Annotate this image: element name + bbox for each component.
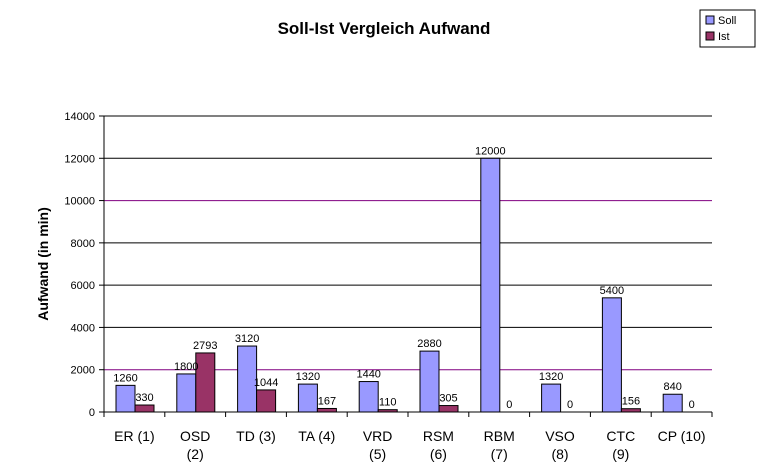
data-label-soll: 1320: [539, 371, 563, 383]
gridlines: [104, 115, 712, 371]
bar-soll: [480, 157, 501, 413]
x-tick-label: TD (3): [236, 428, 276, 444]
data-label-soll: 12000: [475, 145, 506, 157]
x-tick-label: (6): [430, 446, 447, 462]
legend-label-soll: Soll: [718, 15, 736, 27]
data-label-ist: 0: [506, 399, 512, 411]
chart-title: Soll-Ist Vergleich Aufwand: [278, 19, 491, 38]
bar-soll: [419, 350, 440, 413]
x-tick-label: RSM: [423, 428, 454, 444]
x-tick-label: (2): [187, 446, 204, 462]
data-labels: 1260 1800 3120 1320 1440 2880 12000 1320 5400 840…: [113, 145, 695, 411]
bar-soll: [176, 373, 197, 413]
bar-ist: [195, 352, 216, 413]
data-label-soll: 1440: [356, 369, 380, 381]
data-label-soll: 3120: [235, 333, 259, 345]
legend-label-ist: Ist: [718, 31, 730, 43]
data-label-ist: 0: [689, 399, 695, 411]
bar-soll: [662, 393, 683, 413]
y-tick-label: 14000: [64, 111, 95, 123]
y-tick-label: 10000: [64, 196, 95, 208]
x-tick-label: (9): [612, 446, 629, 462]
bar-ist: [316, 407, 337, 413]
x-tick-label: (8): [551, 446, 568, 462]
y-tick-label: 8000: [71, 238, 95, 250]
data-label-soll: 1260: [113, 372, 137, 384]
x-tick-label: TA (4): [298, 428, 335, 444]
y-axis-label: Aufwand (in min): [35, 207, 51, 321]
x-tick-label: VRD: [363, 428, 393, 444]
x-tick-label: VSO: [545, 428, 575, 444]
x-tick-label: RBM: [484, 428, 515, 444]
bar-soll: [115, 384, 136, 413]
bar-soll: [541, 383, 562, 413]
y-tick-label: 2000: [71, 365, 95, 377]
x-tick-label: OSD: [180, 428, 210, 444]
bars: [115, 157, 683, 413]
data-label-ist: 305: [439, 393, 457, 405]
x-tick-label: (5): [369, 446, 386, 462]
data-label-ist: 167: [318, 395, 336, 407]
data-label-soll: 1320: [296, 371, 320, 383]
x-tick-label: (7): [491, 446, 508, 462]
x-tick-label: CP (10): [658, 428, 706, 444]
data-label-ist: 1044: [254, 377, 278, 389]
bar-soll: [601, 297, 622, 413]
data-label-soll: 840: [664, 381, 682, 393]
data-label-soll: 1800: [174, 361, 198, 373]
legend: Soll Ist: [699, 9, 756, 48]
x-tick-label: CTC: [606, 428, 635, 444]
data-label-ist: 2793: [193, 340, 217, 352]
data-label-ist: 156: [622, 396, 640, 408]
axes: 0 2000 4000 6000 8000 10000 12000 14000 ER (1) OS…: [64, 111, 713, 462]
bar-soll: [358, 381, 379, 413]
data-label-ist: 0: [567, 399, 573, 411]
legend-swatch-ist: [705, 31, 715, 41]
bar-ist: [438, 405, 459, 413]
x-tick-label: ER (1): [114, 428, 154, 444]
bar-soll: [297, 383, 318, 413]
bar-ist: [256, 389, 277, 413]
data-label-soll: 5400: [600, 285, 624, 297]
y-tick-label: 0: [89, 407, 95, 419]
bar-ist: [134, 404, 155, 413]
data-label-ist: 110: [379, 397, 397, 409]
y-tick-label: 12000: [64, 153, 95, 165]
data-label-ist: 330: [135, 392, 153, 404]
data-label-soll: 2880: [417, 338, 441, 350]
y-tick-label: 6000: [71, 280, 95, 292]
y-tick-label: 4000: [71, 322, 95, 334]
legend-swatch-soll: [705, 15, 715, 25]
